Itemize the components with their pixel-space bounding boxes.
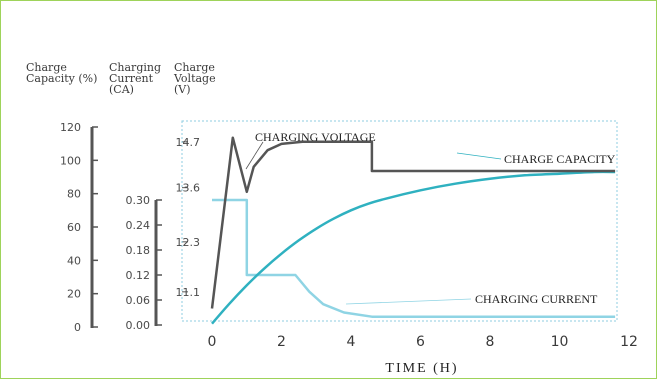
- current-tick-label: 0.18: [126, 244, 151, 257]
- current-axis-title: Charging: [109, 61, 161, 74]
- charging-voltage-line: [210, 136, 616, 309]
- x-tick-label: 6: [416, 334, 425, 350]
- capacity-tick-label: 60: [67, 221, 81, 234]
- x-axis-label: TIME (H): [385, 361, 458, 376]
- current-axis-title: (CA): [109, 83, 134, 96]
- annotation-layer: CHARGING VOLTAGE CHARGE CAPACITY CHARGING …: [245, 130, 616, 306]
- current-leader-line: [345, 298, 472, 305]
- plot-area: [181, 120, 618, 322]
- voltage-tick-label: 12.3: [176, 236, 201, 249]
- voltage-axis-title: Voltage: [173, 72, 216, 85]
- series-layer: [210, 136, 616, 325]
- plot-layer: [181, 120, 618, 322]
- current-tick-label: 0.00: [126, 319, 151, 332]
- x-tick-label: 10: [551, 334, 569, 350]
- charging-current-line: [212, 198, 616, 318]
- voltage-axis-title: Charge: [174, 61, 215, 74]
- x-tick-label: 2: [277, 334, 286, 350]
- charge-capacity-label: CHARGE CAPACITY: [504, 152, 616, 166]
- current-tick-label: 0.30: [126, 194, 151, 207]
- current-tick-label: 0.24: [126, 219, 151, 232]
- capacity-tick-label: 40: [67, 254, 81, 267]
- capacity-tick-label: 120: [60, 121, 81, 134]
- voltage-axis-title: (V): [174, 83, 191, 96]
- capacity-axis-title: Capacity (%): [26, 72, 97, 85]
- charge-capacity-line: [211, 170, 616, 325]
- charging-current-label: CHARGING CURRENT: [475, 292, 598, 306]
- current-tick-label: 0.12: [126, 269, 151, 282]
- current-tick-label: 0.06: [126, 294, 151, 307]
- voltage-tick-label: 13.6: [176, 182, 201, 195]
- capacity-tick-label: 0: [74, 321, 81, 334]
- x-tick-label: 0: [208, 334, 217, 350]
- x-tick-label: 8: [486, 334, 495, 350]
- capacity-tick-label: 80: [67, 188, 81, 201]
- capacity-tick-label: 20: [67, 288, 81, 301]
- voltage-leader-line: [245, 141, 264, 170]
- charging-voltage-label: CHARGING VOLTAGE: [255, 130, 376, 144]
- capacity-axis-title: Charge: [26, 61, 67, 74]
- capacity-tick-label: 100: [60, 154, 81, 167]
- current-axis-title: Current: [109, 72, 154, 85]
- x-tick-label: 12: [620, 334, 638, 350]
- voltage-tick-label: 14.7: [176, 136, 201, 149]
- voltage-tick-label: 11.1: [176, 286, 201, 299]
- x-tick-label: 4: [347, 334, 356, 350]
- capacity-leader-line: [456, 152, 502, 160]
